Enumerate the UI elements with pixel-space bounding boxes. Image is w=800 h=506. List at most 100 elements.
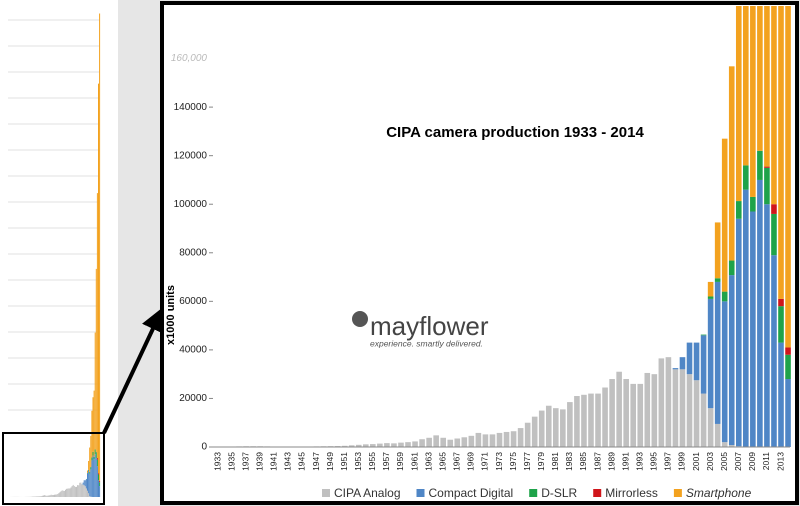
thumbnail-bar-segment <box>88 470 90 494</box>
x-tick-label: 1991 <box>620 452 630 471</box>
x-tick-label: 1947 <box>311 452 321 471</box>
x-tick-label: 1937 <box>240 452 250 471</box>
bar-segment <box>771 6 777 205</box>
bar-segment <box>637 383 644 447</box>
bar-segment <box>426 437 432 447</box>
thumbnail-bar-segment <box>41 495 43 497</box>
thumbnail-bar-segment <box>88 469 90 471</box>
x-tick-label: 1961 <box>409 452 419 471</box>
bar-segment <box>764 204 770 447</box>
x-tick-label: 1951 <box>339 452 349 471</box>
y-tick-label: 40000 <box>179 345 207 356</box>
x-tick-label: 2011 <box>761 452 771 471</box>
x-tick-label: 1993 <box>635 452 645 471</box>
bar-segment <box>447 439 454 447</box>
thumbnail-bar-segment <box>84 480 86 487</box>
plot-area <box>215 6 791 447</box>
bar-segment <box>778 298 784 307</box>
bar-segment <box>785 354 791 380</box>
x-tick-label: 1997 <box>663 452 673 471</box>
thumbnail-bar-segment <box>99 13 101 482</box>
bar-segment <box>686 342 693 375</box>
x-tick-label: 2009 <box>747 452 757 471</box>
thumbnail-bar-segment <box>92 451 94 456</box>
thumbnail-bar-segment <box>50 494 52 497</box>
bar-segment <box>707 408 714 447</box>
bar-segment <box>517 428 524 447</box>
bar-segment <box>743 165 749 190</box>
bar-segment <box>700 334 707 336</box>
bar-segment <box>553 408 559 447</box>
thumbnail-bar-segment <box>94 454 96 497</box>
thumbnail-bar-segment <box>39 496 41 497</box>
bar-segment <box>545 405 552 447</box>
bar-segment <box>707 296 714 299</box>
bar-segment <box>728 275 735 446</box>
bar-segment <box>595 393 601 447</box>
y-tick-label: 20000 <box>179 393 207 404</box>
x-tick-label: 1985 <box>578 452 588 471</box>
x-tick-label: 2003 <box>705 452 715 471</box>
bar-segment <box>714 281 721 424</box>
bar-segment <box>419 439 425 447</box>
thumbnail-bar-segment <box>87 470 88 473</box>
thumbnail-bar-segment <box>55 494 57 497</box>
chart: 0 20000 40000 60000 80000 100000 120000 140000 1… <box>171 53 790 500</box>
bar-segment <box>693 380 700 447</box>
thumbnail-bar-segment <box>91 410 93 458</box>
thumbnail-bar-segment <box>91 460 93 497</box>
thumbnail-bar-segment <box>36 496 38 497</box>
legend-swatch <box>593 489 602 497</box>
thumbnail-bar-segment <box>59 492 61 497</box>
bar-segment <box>771 213 777 256</box>
x-tick-label: 1959 <box>395 452 405 471</box>
legend-label: Smartphone <box>686 486 752 500</box>
x-tick-label: 1995 <box>649 452 659 471</box>
bar-segment <box>700 393 707 447</box>
x-tick-label: 1945 <box>297 452 307 471</box>
bar-segment <box>623 379 629 447</box>
logo-icon <box>352 311 368 327</box>
thumbnail-bar-segment <box>65 489 66 497</box>
bar-segment <box>475 432 482 447</box>
bar-segment <box>679 369 686 447</box>
thumbnail-bar-segment <box>35 496 37 497</box>
bar-segment <box>700 335 707 394</box>
bar-segment <box>728 445 735 447</box>
bar-segment <box>412 441 418 447</box>
thumbnail-bar-segment <box>98 83 99 474</box>
bar-segment <box>785 379 791 447</box>
thumbnail-bar-segment <box>77 485 79 497</box>
thumbnail-bar-segment <box>95 268 97 453</box>
thumbnail-bar-segment <box>72 484 74 497</box>
thumbnail-bar-segment <box>48 495 50 497</box>
thumbnail-bar-segment <box>96 466 98 497</box>
bar-segment <box>574 396 580 447</box>
thumbnail-bar-segment <box>96 193 98 459</box>
bar-segment <box>496 432 503 447</box>
thumbnail-bar-segment <box>83 485 85 497</box>
x-tick-label: 1975 <box>508 452 518 471</box>
bar-segment <box>743 6 749 166</box>
thumbnail-bar-segment <box>40 496 42 497</box>
thumbnail-bar-segment <box>76 486 77 497</box>
bar-segment <box>370 444 376 447</box>
thumbnail-bar-segment <box>89 472 91 474</box>
thumbnail-bar-segment <box>60 491 62 497</box>
thumbnail-bar-segment <box>96 459 98 467</box>
x-tick-label: 1943 <box>283 452 293 471</box>
zoom-arrow <box>102 307 164 434</box>
y-tick-label: 0 <box>201 442 207 453</box>
thumbnail-bar-segment <box>81 484 83 497</box>
bar-segment <box>693 342 700 381</box>
legend-swatch <box>529 489 538 497</box>
thumbnail-bar-segment <box>83 480 85 486</box>
y-tick-label: 160,000 <box>171 53 208 64</box>
x-tick-label: 2007 <box>733 452 743 471</box>
bar-segment <box>778 6 784 299</box>
thumbnail-bar-segment <box>43 495 44 497</box>
bar-segment <box>609 379 615 447</box>
thumbnail-bar-segment <box>58 493 60 497</box>
bar-segment <box>567 402 573 447</box>
